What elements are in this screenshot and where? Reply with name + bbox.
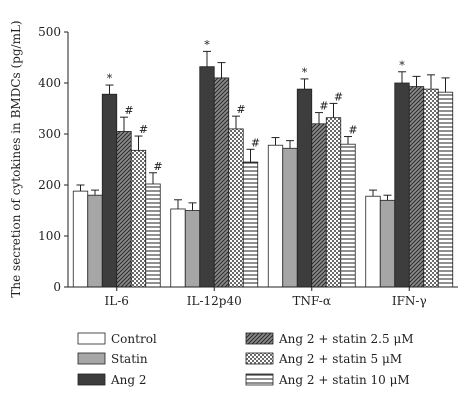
bar-3-2	[282, 147, 298, 288]
legend-swatch-6	[245, 373, 274, 386]
bar-3-4	[311, 123, 327, 288]
significance-hash: #	[124, 104, 133, 117]
bar-2-2	[184, 210, 201, 288]
bar-3-3	[296, 88, 313, 288]
y-tick-label: 0	[53, 280, 61, 294]
significance-hash: #	[348, 124, 357, 137]
bar-1-2	[87, 194, 103, 288]
significance-hash: #	[236, 103, 245, 116]
significance-star: *	[107, 72, 113, 85]
bar-3-6	[340, 143, 356, 288]
bar-2-4	[213, 77, 230, 288]
bar-1-5	[130, 149, 147, 288]
bar-3-1	[267, 144, 284, 288]
significance-hash: #	[251, 136, 260, 149]
x-tick-label: TNF-α	[293, 294, 331, 308]
legend-swatch-3	[77, 373, 106, 386]
significance-hash: #	[153, 160, 162, 173]
y-tick-label: 300	[38, 127, 61, 141]
x-tick-label: IL-12p40	[187, 294, 242, 308]
bar-1-6	[145, 183, 161, 288]
significance-star: *	[302, 66, 308, 79]
legend-label-5: Ang 2 + statin 5 μM	[278, 352, 402, 366]
y-tick-label: 500	[38, 25, 61, 39]
significance-hash: #	[139, 123, 148, 136]
legend-label-6: Ang 2 + statin 10 μM	[278, 373, 410, 387]
y-tick-label: 200	[38, 178, 61, 192]
legend-label-3: Ang 2	[110, 373, 147, 387]
x-tick-label: IL-6	[105, 294, 129, 308]
legend-label-4: Ang 2 + statin 2.5 μM	[278, 332, 414, 346]
bar-2-6	[242, 161, 259, 288]
bar-4-4	[408, 86, 425, 288]
bar-1-1	[72, 190, 89, 288]
x-tick-label: IFN-γ	[392, 294, 427, 308]
bar-2-1	[170, 208, 186, 288]
y-tick-label: 400	[38, 76, 61, 90]
legend-label-1: Control	[111, 332, 157, 346]
bar-4-3	[394, 82, 410, 288]
significance-hash: #	[319, 100, 328, 113]
y-tick-label: 100	[38, 229, 61, 243]
legend-swatch-1	[77, 332, 106, 345]
bar-4-2	[379, 199, 396, 288]
significance-star: *	[399, 59, 405, 72]
bar-1-4	[116, 131, 132, 288]
bar-3-5	[325, 117, 342, 288]
bar-4-5	[423, 88, 439, 288]
significance-star: *	[204, 38, 210, 51]
legend-swatch-5	[245, 352, 274, 365]
legend-swatch-2	[77, 352, 106, 365]
legend-label-2: Statin	[111, 352, 148, 366]
bar-4-1	[365, 195, 381, 288]
y-axis-label: The secretion of cytokines in BMDCs (pg/…	[9, 20, 23, 297]
legend-swatch-4	[245, 332, 274, 345]
bar-4-6	[437, 91, 454, 288]
bar-2-3	[199, 66, 215, 288]
bar-2-5	[228, 128, 244, 288]
significance-hash: #	[334, 90, 343, 103]
bar-1-3	[101, 93, 118, 288]
